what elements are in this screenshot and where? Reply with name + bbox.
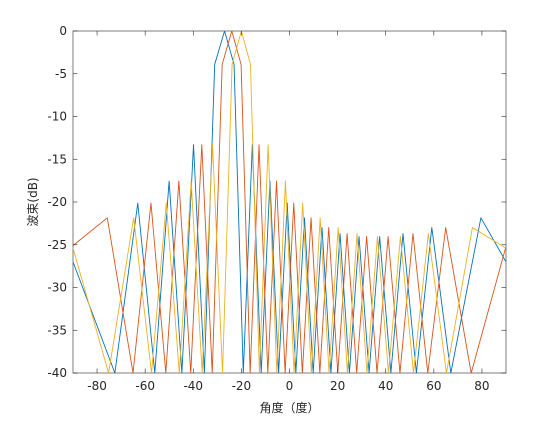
y-tick-label: 0 [59, 24, 67, 38]
y-tick-label: -35 [47, 323, 67, 337]
y-tick-label: -40 [47, 366, 67, 380]
x-tick-label: 60 [426, 379, 441, 393]
x-tick-label: 80 [474, 379, 489, 393]
x-tick-label: -80 [87, 379, 107, 393]
y-tick-label: -10 [47, 110, 67, 124]
y-axis-label: 波束(dB) [26, 177, 40, 226]
x-tick-label: -20 [232, 379, 252, 393]
beam-line [73, 31, 506, 373]
x-axis-label: 角度（度） [259, 400, 319, 415]
x-tick-label: -40 [183, 379, 203, 393]
x-tick-label: 20 [330, 379, 345, 393]
y-tick-label: -25 [47, 238, 67, 252]
y-tick-label: -30 [47, 281, 67, 295]
y-tick-label: -15 [47, 152, 67, 166]
x-tick-label: 0 [286, 379, 294, 393]
plot-area [72, 30, 507, 374]
y-tick-label: -20 [47, 195, 67, 209]
x-tick-label: 40 [378, 379, 393, 393]
y-tick-label: -5 [55, 67, 67, 81]
x-tick-label: -60 [135, 379, 155, 393]
beam-line [73, 31, 506, 373]
line-group [73, 31, 506, 373]
